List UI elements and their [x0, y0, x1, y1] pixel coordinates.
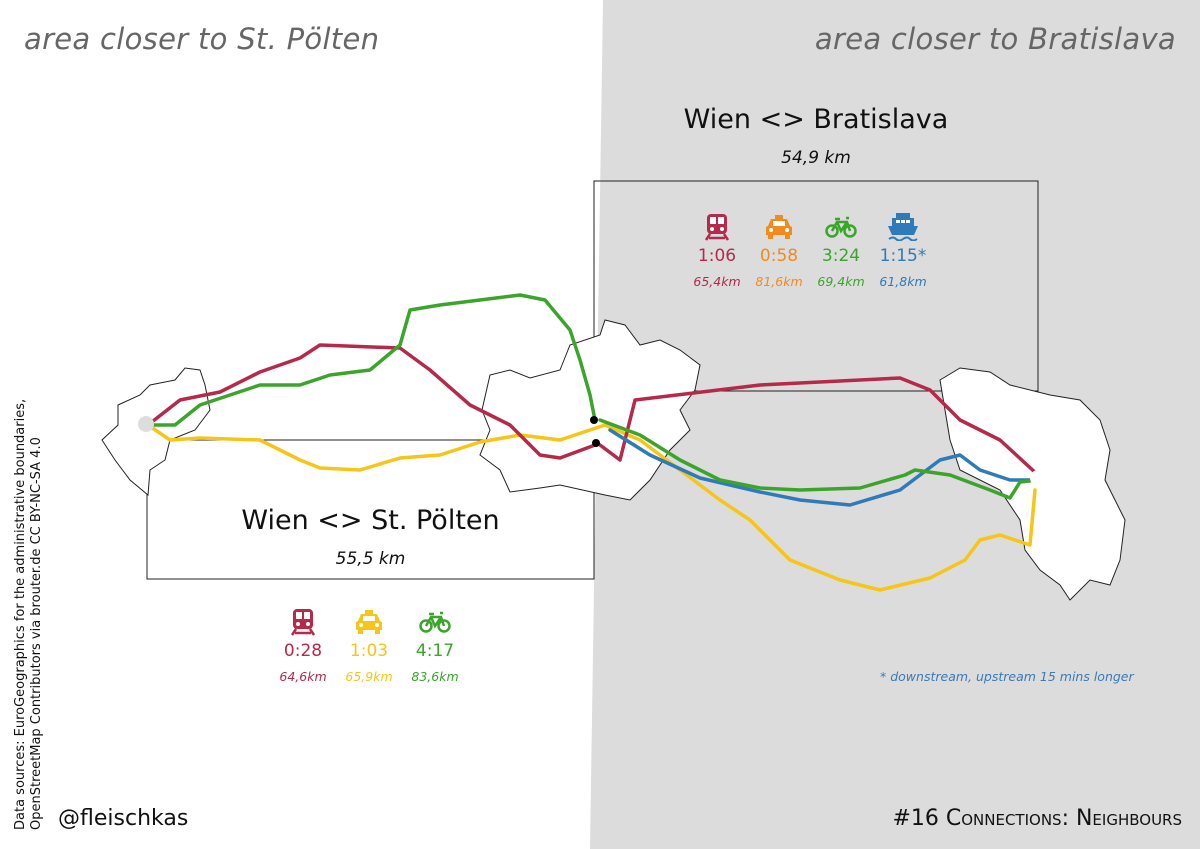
credits-line-2: OpenStreetMap Contributors via brouter.d… — [29, 437, 44, 830]
car-time: 0:58 — [759, 246, 799, 266]
bike-icon — [395, 607, 475, 637]
stpoelten-stat-train: 0:28 64,6km — [263, 607, 343, 684]
bratislava-area — [590, 0, 1200, 849]
bratislava-stat-train: 1:06 65,4km — [677, 212, 757, 289]
train-icon — [263, 607, 343, 637]
ship-time: 1:15* — [879, 246, 927, 266]
train-icon — [677, 212, 757, 242]
car-time: 1:03 — [349, 641, 389, 661]
bike-time: 4:17 — [415, 641, 455, 661]
bratislava-title: Wien <> Bratislava — [683, 104, 949, 135]
stpoelten-box — [146, 439, 595, 580]
hashtag-title: #16 Connections: Neighbours — [892, 806, 1182, 831]
car-icon — [329, 607, 409, 637]
left-region-label: area closer to St. Pölten — [24, 22, 380, 56]
ship-distance: 61,8km — [879, 274, 927, 289]
route-stpoelten-bike — [146, 293, 597, 427]
route-stpoelten-train — [146, 343, 597, 460]
car-distance: 65,9km — [345, 669, 393, 684]
train-distance: 65,4km — [693, 274, 741, 289]
bike-time: 3:24 — [821, 246, 861, 266]
route-bratislava-car — [603, 423, 1037, 592]
author: @fleischkas — [58, 806, 189, 831]
bratislava-stat-bike: 3:24 69,4km — [801, 212, 881, 289]
car-icon — [739, 212, 819, 242]
car-distance: 81,6km — [755, 274, 803, 289]
stpoelten-stat-bike: 4:17 83,6km — [395, 607, 475, 684]
wien-marker — [590, 416, 598, 424]
bratislava-marker — [1030, 470, 1046, 486]
bike-distance: 83,6km — [411, 669, 459, 684]
train-time: 0:28 — [283, 641, 323, 661]
st-poelten-marker — [138, 416, 154, 432]
train-time: 1:06 — [697, 246, 737, 266]
ship-note: * downstream, upstream 15 mins longer — [880, 669, 1134, 684]
wien-station-marker — [592, 439, 600, 447]
route-bratislava-ship — [608, 428, 1040, 507]
bratislava-stat-car: 0:58 81,6km — [739, 212, 819, 289]
stpoelten-distance: 55,5 km — [335, 549, 406, 569]
route-bratislava-bike — [598, 418, 1040, 500]
bratislava-box — [593, 180, 1039, 392]
bratislava-stat-ship: 1:15* 61,8km — [863, 212, 943, 289]
right-region-label: area closer to Bratislava — [814, 22, 1176, 56]
credits-line-1: Data sources: EuroGeographics for the ad… — [13, 398, 28, 830]
credits: Data sources: EuroGeographics for the ad… — [13, 399, 45, 830]
bike-distance: 69,4km — [817, 274, 865, 289]
stpoelten-stat-car: 1:03 65,9km — [329, 607, 409, 684]
train-distance: 64,6km — [279, 669, 327, 684]
bike-icon — [801, 212, 881, 242]
ship-icon — [863, 212, 943, 242]
stpoelten-title: Wien <> St. Pölten — [241, 505, 500, 536]
route-stpoelten-car — [146, 423, 607, 472]
bratislava-distance: 54,9 km — [781, 148, 851, 168]
